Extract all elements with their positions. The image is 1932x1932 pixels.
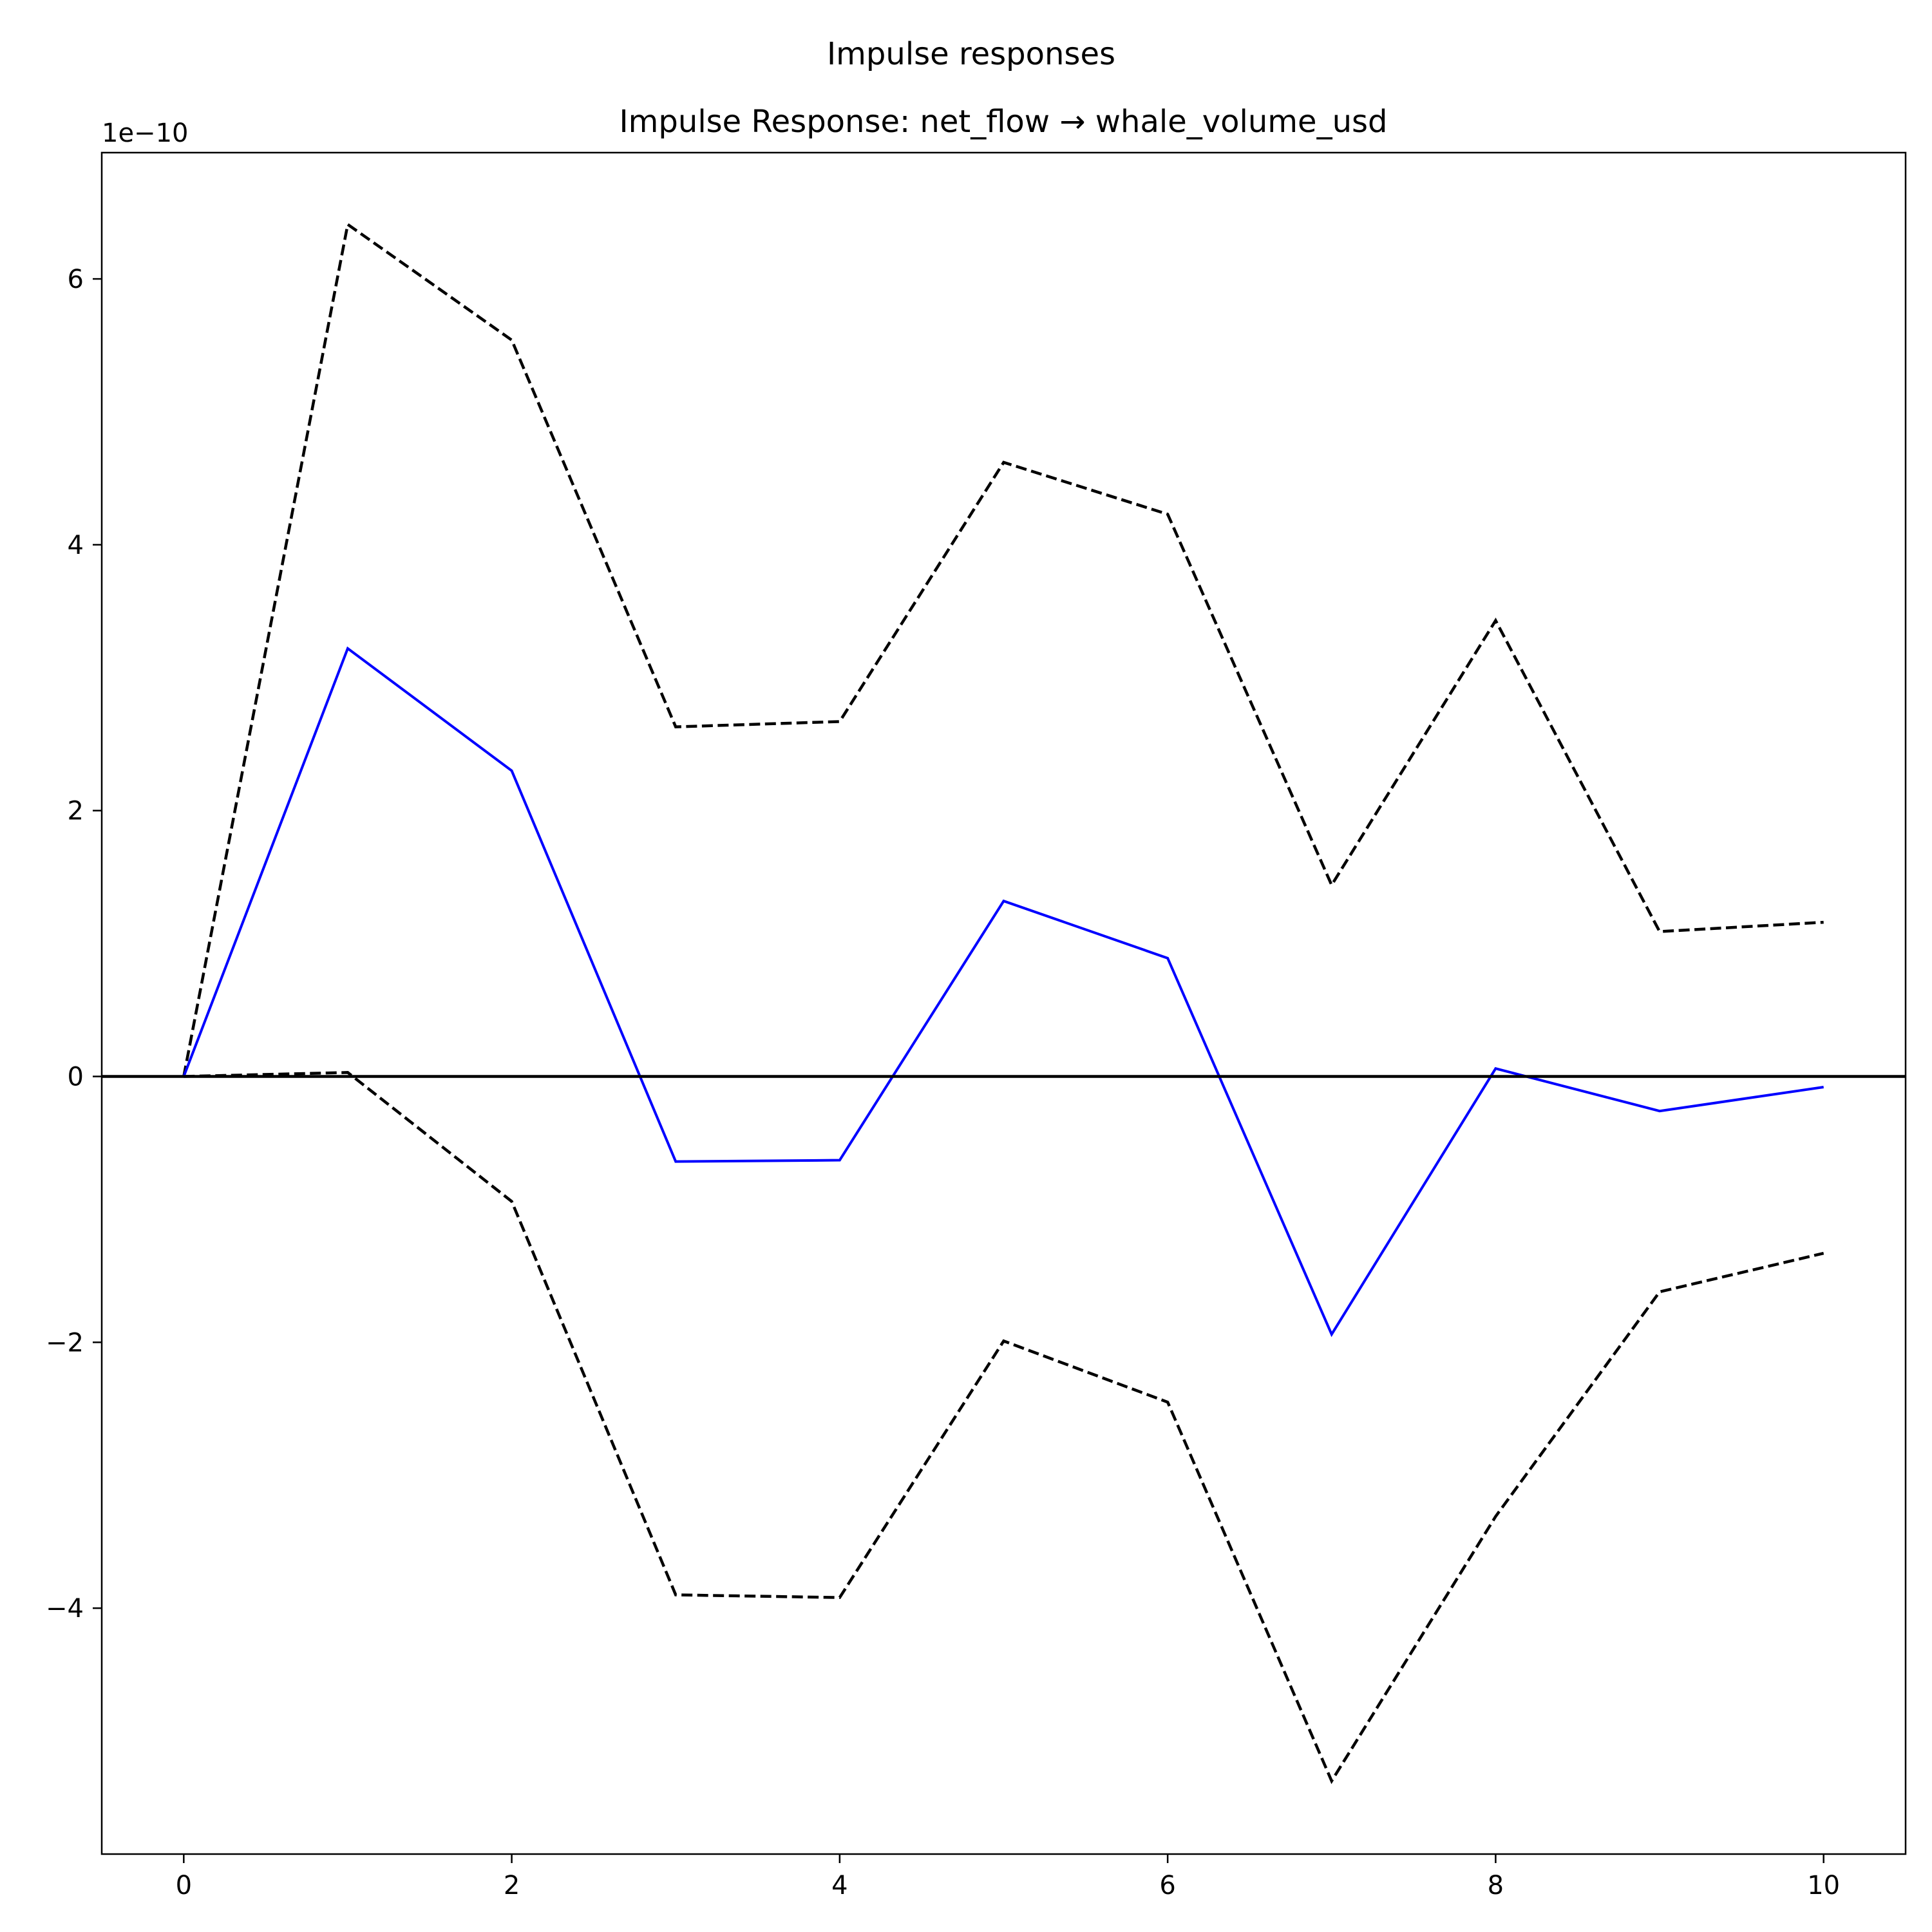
x-tick-label: 4	[831, 1871, 848, 1900]
y-tick-label: 6	[68, 265, 84, 294]
y-tick-label: 2	[68, 797, 84, 826]
y-tick-label: 4	[68, 531, 84, 560]
lower-band-line	[184, 1071, 1824, 1785]
figure-suptitle: Impulse responses	[827, 36, 1115, 72]
axes-frame	[100, 151, 1907, 1855]
response-line	[182, 646, 1824, 1338]
plot-area	[102, 222, 1906, 1785]
y-axis-offset-label: 1e−10	[102, 118, 188, 148]
x-tick-label: 6	[1159, 1871, 1175, 1900]
x-tick-label: 2	[504, 1871, 520, 1900]
y-axis: −4 −2 0 2 4 6	[46, 265, 102, 1624]
chart-title: Impulse Response: net_flow → whale_volum…	[620, 104, 1388, 140]
x-axis: 0 2 4 6 8 10	[176, 1854, 1840, 1900]
y-tick-label: −4	[46, 1594, 84, 1624]
y-tick-label: 0	[68, 1063, 84, 1092]
y-tick-label: −2	[46, 1328, 84, 1358]
x-tick-label: 10	[1807, 1871, 1840, 1900]
x-tick-label: 0	[176, 1871, 192, 1900]
x-tick-label: 8	[1488, 1871, 1504, 1900]
upper-band-line	[182, 222, 1824, 1077]
